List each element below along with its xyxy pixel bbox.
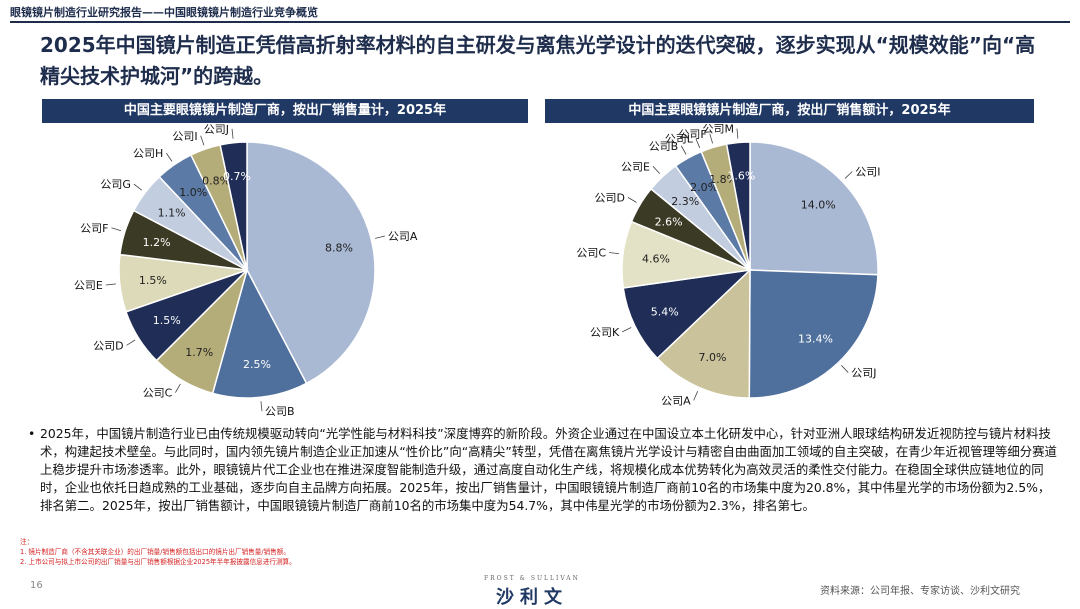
slice-label-company-j: 公司J [851, 367, 876, 380]
slice-label-company-b: 公司B [649, 140, 679, 153]
leader-line-company-i [844, 171, 853, 179]
footnotes: 注： 1. 镜片制造厂商（不含其关联企业）的出厂销量/销售额包括出口的镜片出厂销… [20, 537, 296, 567]
page-number: 16 [30, 580, 43, 591]
leader-line-company-g [133, 183, 143, 191]
leader-line-company-a [375, 235, 385, 239]
leader-line-company-a [693, 391, 699, 401]
leader-line-company-b [260, 401, 263, 412]
slice-value-company-f: 1.2% [143, 236, 171, 249]
leader-line-company-f [111, 227, 122, 232]
slice-label-company-e: 公司E [621, 160, 650, 173]
slice-value-company-b: 2.0% [690, 181, 718, 194]
pie-chart-volume: 8.8% 公司A 2.5% 公司B 1.7% 公司C 1.5% 公司D 1.5% 公司E 1.2% 公… [74, 124, 418, 418]
slice-label-company-c: 公司C [143, 387, 173, 400]
slice-value-company-b: 2.5% [243, 358, 271, 371]
slice-label-company-a: 公司A [388, 230, 418, 243]
slice-value-company-a: 8.8% [325, 241, 353, 254]
slice-value-company-e: 2.3% [671, 195, 699, 208]
leader-line-company-c [609, 252, 620, 255]
slice-label-company-l: 公司L [665, 133, 694, 146]
page-title: 2025年中国镜片制造正凭借高折射率材料的自主研发与离焦光学设计的迭代突破，逐步… [40, 33, 1036, 88]
leader-line-company-b [680, 145, 687, 155]
leader-line-company-f [709, 133, 713, 144]
pie-slice-company-i [749, 141, 879, 276]
pie-slice-company-j [219, 141, 248, 271]
slice-label-company-a: 公司A [661, 394, 691, 407]
leader-line-company-m [736, 128, 739, 139]
slice-label-company-f: 公司F [80, 222, 108, 235]
slice-label-company-e: 公司E [74, 279, 103, 292]
analysis-text: • 2025年，中国镜片制造行业已由传统规模驱动转向“光学性能与材料科技”深度博… [28, 425, 1058, 515]
slice-value-company-d: 2.6% [655, 216, 683, 229]
leader-line-company-c [175, 383, 181, 393]
leader-line-company-j [231, 128, 234, 139]
slice-value-company-k: 5.4% [651, 305, 679, 318]
pie-slice-company-a [246, 141, 376, 385]
footnote-2: 2. 上市公司与拟上市公司的出厂销量与出厂销售额根据企业2025年半年报披露信息… [20, 558, 296, 566]
chart-title-revenue: 中国主要眼镜镜片制造厂商，按出厂销售额计，2025年 [545, 99, 1034, 123]
slice-label-company-d: 公司D [595, 191, 625, 204]
slice-label-company-m: 公司M [702, 124, 734, 136]
leader-line-company-k [622, 327, 632, 333]
slice-value-company-d: 1.5% [153, 314, 181, 327]
leader-line-company-d [627, 197, 637, 203]
slice-label-company-d: 公司D [93, 339, 123, 352]
chart-title-volume: 中国主要眼镜镜片制造厂商，按出厂销售量计，2025年 [42, 99, 528, 123]
footnote-label: 注： [20, 538, 34, 546]
slice-value-company-m: 1.6% [727, 170, 755, 183]
pie-slice-company-b [211, 267, 308, 399]
leader-line-company-i [200, 135, 205, 146]
sullivan-logo: 沙利文 [496, 587, 568, 608]
slice-value-company-g: 1.1% [158, 207, 186, 220]
leader-line-company-d [126, 339, 136, 346]
bullet-dot: • [28, 426, 36, 441]
analysis-paragraph: 2025年，中国镜片制造行业已由传统规模驱动转向“光学性能与材料科技”深度博弈的… [40, 426, 1057, 513]
slice-label-company-f: 公司F [678, 128, 706, 141]
slice-value-company-c: 1.7% [185, 346, 213, 359]
slice-label-company-b: 公司B [265, 405, 295, 418]
slice-label-company-g: 公司G [100, 178, 131, 191]
slice-value-company-e: 1.5% [139, 274, 167, 287]
slice-value-company-i: 14.0% [801, 198, 836, 211]
source-note: 资料来源：公司年报、专家访谈、沙利文研究 [820, 586, 1020, 597]
pie-slice-company-a [656, 268, 751, 399]
slice-value-company-j: 0.7% [223, 170, 251, 183]
leader-line-company-j [841, 365, 849, 373]
slice-value-company-i: 0.8% [202, 174, 230, 187]
slice-value-company-a: 7.0% [698, 351, 726, 364]
header-divider [10, 21, 1070, 23]
slice-label-company-i: 公司I [855, 165, 880, 178]
slice-value-company-j: 13.4% [798, 332, 833, 345]
leader-line-company-l [695, 138, 701, 149]
slice-label-company-k: 公司K [590, 326, 620, 339]
slice-value-company-c: 4.6% [642, 252, 670, 265]
leader-line-company-e [105, 283, 116, 286]
report-breadcrumb: 眼镜镜片制造行业研究报告——中国眼镜镜片制造行业竞争概览 [10, 6, 318, 19]
pie-slice-company-j [748, 269, 879, 399]
pie-slice-company-k [622, 268, 753, 360]
slice-label-company-c: 公司C [576, 247, 606, 260]
slice-label-company-i: 公司I [172, 130, 197, 143]
slice-label-company-h: 公司H [133, 147, 163, 160]
leader-line-company-h [166, 152, 173, 162]
leader-line-company-e [652, 166, 661, 174]
slice-value-company-f: 1.8% [709, 173, 737, 186]
slice-label-company-j: 公司J [204, 124, 229, 136]
frost-sullivan-logo-text: FROST & SULLIVAN [484, 575, 580, 582]
pie-slice-company-m [725, 141, 751, 271]
pie-chart-revenue: 14.0% 公司I 13.4% 公司J 7.0% 公司A 5.4% 公司K 4.6% 公司C 2.6… [576, 124, 880, 407]
slice-value-company-h: 1.0% [179, 186, 207, 199]
footnote-1: 1. 镜片制造厂商（不含其关联企业）的出厂销量/销售额包括出口的镜片出厂销售量/… [20, 548, 290, 556]
